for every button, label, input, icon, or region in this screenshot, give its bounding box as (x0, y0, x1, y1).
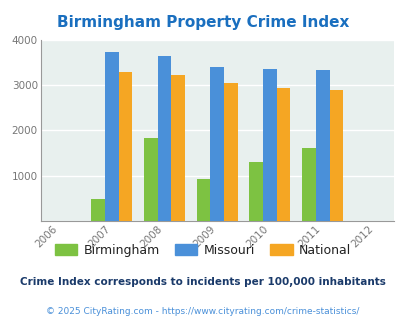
Bar (329, 89, 342, 221)
Bar (276, 88, 290, 221)
Bar (262, 69, 276, 221)
Bar (196, 180, 210, 221)
Bar (249, 162, 262, 221)
Text: © 2025 CityRating.com - https://www.cityrating.com/crime-statistics/: © 2025 CityRating.com - https://www.city… (46, 307, 359, 316)
Bar (144, 138, 157, 221)
Bar (210, 67, 224, 221)
Bar (301, 148, 315, 221)
Text: Crime Index corresponds to incidents per 100,000 inhabitants: Crime Index corresponds to incidents per… (20, 277, 385, 287)
Bar (171, 76, 185, 221)
Bar (315, 70, 329, 221)
Bar (157, 56, 171, 221)
Bar (224, 83, 237, 221)
Bar (91, 199, 104, 221)
Bar (118, 72, 132, 221)
Legend: Birmingham, Missouri, National: Birmingham, Missouri, National (50, 239, 355, 262)
Text: Birmingham Property Crime Index: Birmingham Property Crime Index (57, 15, 348, 30)
Bar (104, 52, 118, 221)
